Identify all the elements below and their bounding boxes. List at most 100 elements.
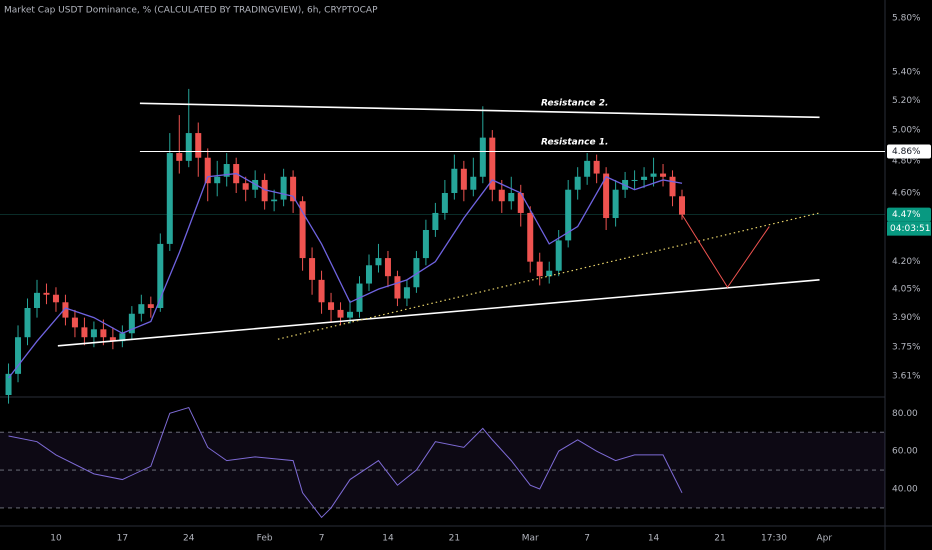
y-tick-label: 3.75% xyxy=(892,343,921,353)
candle-body xyxy=(527,212,534,262)
candle-body xyxy=(157,243,164,308)
candle-body xyxy=(365,265,372,284)
candle-body xyxy=(5,373,12,395)
candle-body xyxy=(460,168,467,190)
annotation: Resistance 1. xyxy=(541,138,608,148)
chart-title: Market Cap USDT Dominance, % (CALCULATED… xyxy=(4,6,378,16)
candle-body xyxy=(71,317,78,328)
candle-body xyxy=(593,160,600,174)
candle-body xyxy=(261,179,268,202)
x-tick-label: 14 xyxy=(648,534,660,544)
candle-body xyxy=(470,176,477,190)
trend-line xyxy=(681,214,770,289)
candle-body xyxy=(128,313,135,334)
price-marker-label: 4.86% xyxy=(892,147,921,157)
candle-body xyxy=(612,189,619,219)
moving-average xyxy=(8,172,683,379)
candle-body xyxy=(138,304,145,314)
candle-body xyxy=(451,168,458,193)
rsi-line xyxy=(8,406,683,519)
x-tick-label: 17 xyxy=(117,534,128,544)
candle-body xyxy=(498,189,505,202)
candle-body xyxy=(119,333,126,342)
y-tick-label: 3.61% xyxy=(892,371,921,381)
price-marker xyxy=(887,207,931,222)
candle-body xyxy=(290,176,297,202)
candle-body xyxy=(413,258,420,288)
x-tick-label: 7 xyxy=(319,534,325,544)
candle-body xyxy=(384,258,391,277)
candle-body xyxy=(81,327,88,338)
candle-body xyxy=(432,212,439,230)
candle-body xyxy=(214,176,221,184)
candle-body xyxy=(15,337,22,374)
candle-body xyxy=(347,311,354,318)
trend-line xyxy=(57,279,820,347)
candle-body xyxy=(337,309,344,318)
candle-body xyxy=(422,229,429,259)
candle-body xyxy=(204,157,211,184)
candle-body xyxy=(299,201,306,259)
candle-body xyxy=(546,270,553,277)
trend-line xyxy=(139,102,820,119)
candle-body xyxy=(489,137,496,190)
x-tick-label: Feb xyxy=(257,534,273,544)
candle-body xyxy=(166,153,173,244)
candle-body xyxy=(147,304,154,308)
candle-body xyxy=(403,287,410,299)
candle-body xyxy=(631,179,638,181)
candle-body xyxy=(195,133,202,158)
x-tick-label: 10 xyxy=(50,534,62,544)
candle-body xyxy=(176,153,183,161)
y-tick-label: 4.05% xyxy=(892,285,921,295)
countdown-box xyxy=(887,221,931,236)
candle-body xyxy=(441,192,448,213)
rsi-tick-label: 60.00 xyxy=(892,447,918,457)
candle-body xyxy=(280,176,287,200)
candle-body xyxy=(650,173,657,177)
candle-body xyxy=(565,189,572,241)
y-tick-label: 5.80% xyxy=(892,14,921,24)
x-tick-label: 24 xyxy=(183,534,195,544)
x-tick-label: 21 xyxy=(449,534,460,544)
candle-body xyxy=(309,258,316,280)
x-tick-label: Mar xyxy=(522,534,539,544)
candle-body xyxy=(43,292,50,295)
candle-body xyxy=(508,192,515,202)
candle-body xyxy=(223,164,230,177)
candle-body xyxy=(479,137,486,177)
x-tick-label: 7 xyxy=(584,534,590,544)
candle-body xyxy=(641,176,648,180)
x-tick-label: 14 xyxy=(382,534,394,544)
candle-body xyxy=(109,337,116,342)
candle-body xyxy=(536,261,543,277)
candle-body xyxy=(574,176,581,190)
y-tick-label: 4.20% xyxy=(892,257,921,267)
candle-body xyxy=(584,160,591,177)
candle-body xyxy=(271,199,278,202)
candle-body xyxy=(375,258,382,266)
candle-body xyxy=(394,276,401,299)
candle-body xyxy=(242,183,249,190)
candle-body xyxy=(669,176,676,197)
candle-body xyxy=(603,173,610,219)
x-tick-label: Apr xyxy=(817,534,833,544)
rsi-tick-label: 80.00 xyxy=(892,409,918,419)
candle-body xyxy=(318,279,325,303)
candle-body xyxy=(100,329,107,338)
y-tick-label: 4.80% xyxy=(892,156,921,166)
rsi-tick-label: 40.00 xyxy=(892,485,918,495)
x-tick-label: 21 xyxy=(714,534,725,544)
candle-body xyxy=(517,192,524,213)
x-tick-label: 17:30 xyxy=(761,534,787,544)
candle-body xyxy=(33,292,40,308)
y-tick-label: 4.60% xyxy=(892,188,921,198)
candle-body xyxy=(90,329,97,338)
price-marker-label: 4.47% xyxy=(892,210,921,220)
annotation: Resistance 2. xyxy=(541,99,608,109)
price-marker xyxy=(887,144,931,159)
y-tick-label: 5.20% xyxy=(892,96,921,106)
candle-body xyxy=(660,173,667,177)
candle-body xyxy=(52,294,59,303)
